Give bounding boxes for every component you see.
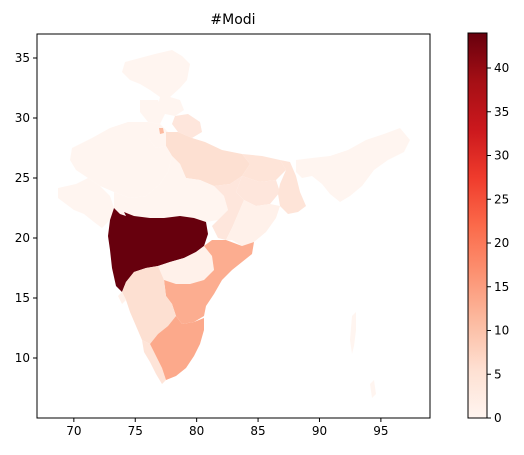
map-regions [58,50,410,398]
region-telangana [158,246,214,284]
x-tick-label: 75 [128,424,143,438]
colorbar-axis: 0 5 10 15 20 25 30 35 40 [487,61,509,425]
region-delhi [159,128,164,134]
region-gujarat [58,178,114,228]
y-tick-label: 30 [15,111,30,125]
colorbar-tick-label: 15 [494,280,509,294]
region-west-bengal [278,160,306,214]
region-kerala [142,340,166,384]
x-tick-label: 95 [373,424,388,438]
y-tick-label: 25 [15,171,30,185]
region-maharashtra [108,208,208,292]
region-uttarakhand [172,114,202,138]
y-tick-label: 20 [15,231,30,245]
region-jharkhand [236,176,280,206]
region-himachal-pradesh [158,97,184,116]
region-goa [118,292,126,304]
colorbar-bar [467,32,488,419]
y-tick-label: 10 [15,351,30,365]
x-axis: 70 75 80 85 90 95 [66,418,389,438]
x-tick-label: 80 [189,424,204,438]
region-bihar [242,154,286,182]
colorbar-tick-label: 30 [494,149,509,163]
colorbar-tick-label: 10 [494,324,509,338]
colorbar-tick-label: 40 [494,61,509,75]
region-karnataka [122,266,176,344]
region-odisha [226,200,280,246]
y-tick-label: 35 [15,51,30,65]
y-axis: 10 15 20 25 30 35 [15,51,37,365]
region-jammu-kashmir [122,50,190,97]
region-punjab [140,100,165,124]
colorbar-tick-label: 5 [494,367,502,381]
region-northeast [296,128,410,202]
region-andaman-nicobar [350,312,376,398]
x-tick-label: 90 [312,424,327,438]
region-tamil-nadu [150,316,204,380]
chart-title: #Modi [210,12,255,28]
y-tick-label: 15 [15,291,30,305]
region-andhra-pradesh [164,240,254,324]
colorbar-tick-label: 20 [494,236,509,250]
region-madhya-pradesh [114,156,228,222]
colorbar-tick-label: 35 [494,105,509,119]
colorbar-tick-label: 25 [494,192,509,206]
region-rajasthan [70,122,172,198]
x-tick-label: 85 [250,424,265,438]
colorbar-tick-label: 0 [494,411,502,425]
region-uttar-pradesh [166,132,250,186]
x-tick-label: 70 [66,424,81,438]
region-chhattisgarh [212,176,244,240]
